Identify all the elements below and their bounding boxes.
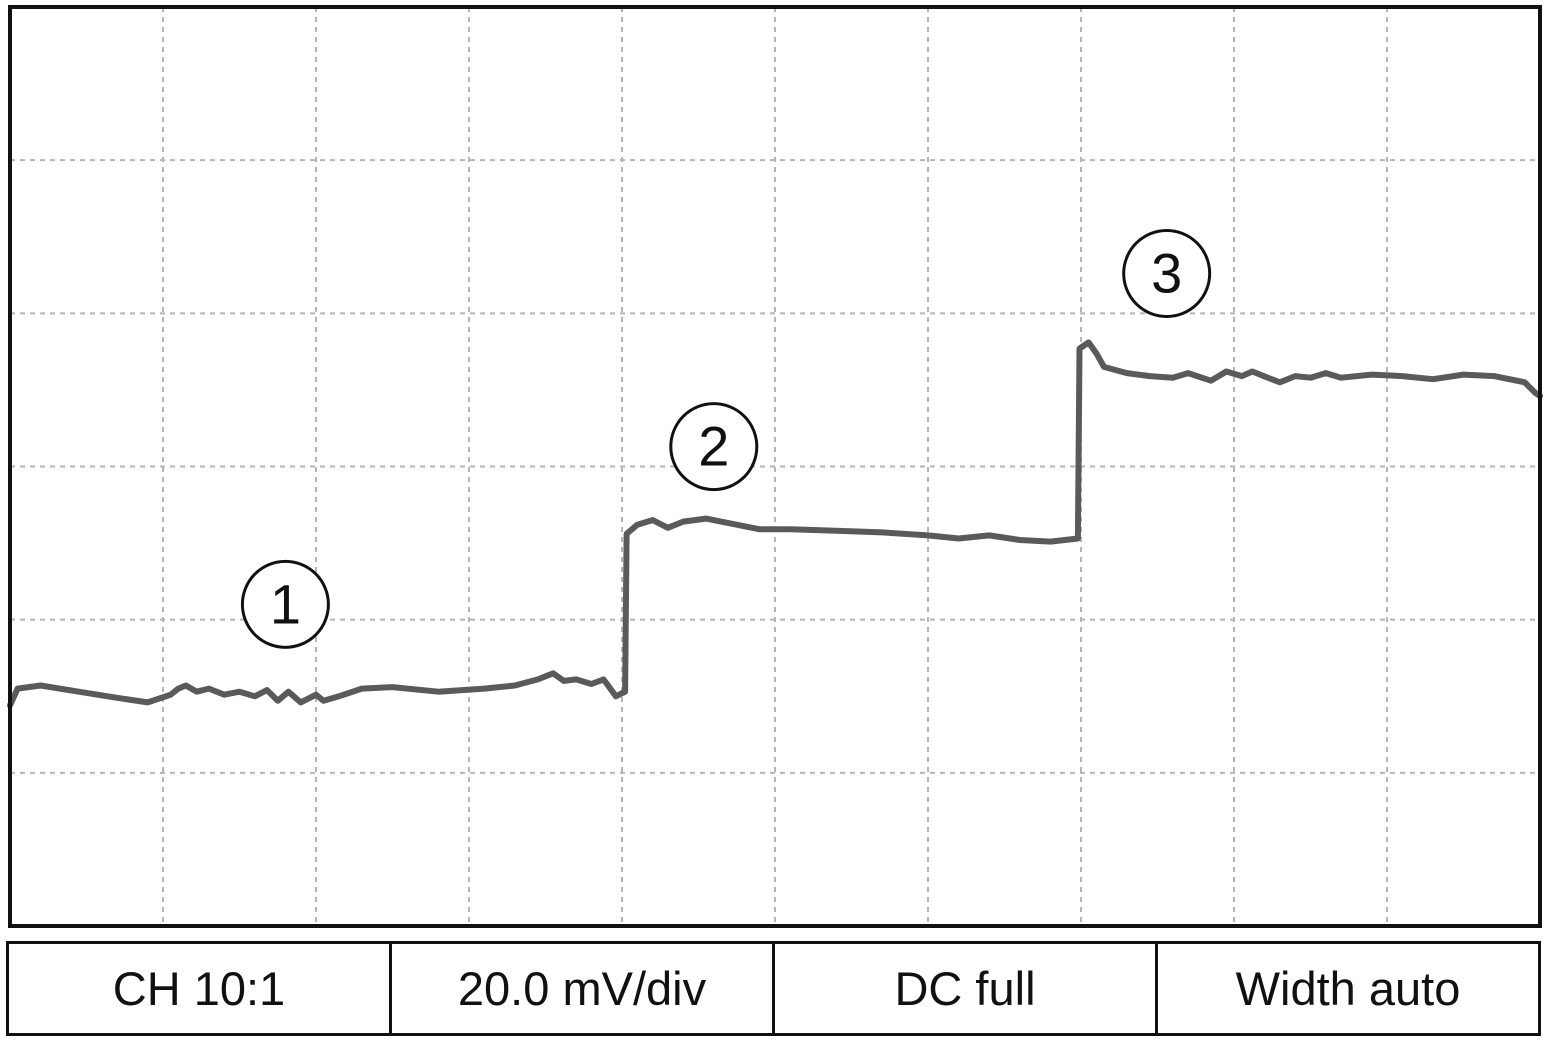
status-width: Width auto: [1235, 962, 1461, 1015]
signal-trace-1: [7, 339, 1543, 709]
status-coupling: DC full: [775, 944, 1158, 1033]
annotation-circle: [240, 559, 330, 649]
annotation-layer: 1 2 3: [240, 229, 1212, 649]
annotation-circle: [669, 402, 759, 492]
trace-layer: [7, 339, 1543, 709]
annotation-marker-3: 3: [1122, 229, 1212, 319]
plot-frame: [8, 5, 1542, 928]
scope-grid: [10, 7, 1540, 926]
annotation-circle: [1122, 229, 1212, 319]
oscilloscope-screen: 1 2 3: [7, 5, 1543, 928]
annotation-label: 2: [698, 415, 729, 478]
status-channel: CH 10:1: [9, 944, 392, 1033]
annotation-marker-2: 2: [669, 402, 759, 492]
status-scale: 20.0 mV/div: [392, 944, 775, 1033]
annotation-label: 1: [270, 572, 301, 635]
annotation-label: 3: [1151, 242, 1182, 305]
status-bar: CH 10:1 20.0 mV/div DC full Width auto: [6, 941, 1541, 1036]
annotation-marker-1: 1: [240, 559, 330, 649]
